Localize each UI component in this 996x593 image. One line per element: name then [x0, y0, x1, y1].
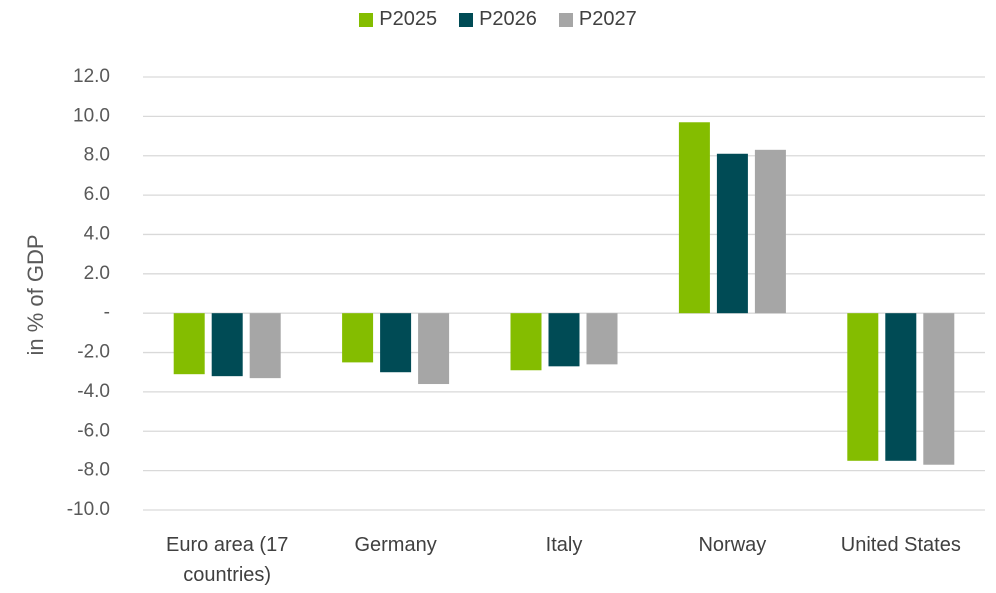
x-tick-label: Euro area (17 countries)	[166, 534, 289, 586]
legend-swatch	[558, 12, 573, 27]
bar	[923, 313, 955, 465]
bar	[716, 153, 748, 314]
legend-item: P2025	[359, 8, 437, 31]
x-tick-label: Italy	[545, 534, 583, 556]
legend-item: P2026	[459, 8, 537, 31]
bar	[510, 313, 542, 371]
x-tick-label: United States	[840, 534, 961, 556]
bar	[885, 313, 917, 461]
bar	[548, 313, 580, 367]
bar	[249, 313, 281, 379]
bar	[380, 313, 412, 373]
legend-swatch	[459, 12, 474, 27]
y-tick-label: -8.0	[77, 460, 110, 481]
y-tick-label: 8.0	[84, 145, 110, 166]
bar	[847, 313, 879, 461]
y-tick-label: -10.0	[67, 499, 110, 520]
legend-swatch	[359, 12, 374, 27]
y-tick-label: -6.0	[77, 420, 110, 441]
x-tick-label: Norway	[698, 534, 767, 556]
legend-item: P2027	[558, 8, 637, 31]
bar	[754, 149, 786, 314]
y-tick-label: 12.0	[73, 66, 110, 87]
y-tick-label: 2.0	[84, 263, 110, 284]
legend-label: P2027	[578, 8, 637, 30]
legend-label: P2026	[479, 8, 537, 30]
bar	[678, 122, 710, 314]
y-tick-label: 10.0	[73, 105, 110, 126]
y-tick-label: 4.0	[84, 223, 110, 244]
y-axis-label: in % of GDP	[23, 234, 48, 356]
bar	[211, 313, 243, 377]
y-tick-label: -	[104, 302, 110, 323]
bar	[586, 313, 618, 365]
legend-label: P2025	[379, 8, 438, 30]
legend: P2025 P2026 P2027	[0, 8, 996, 31]
bar	[173, 313, 205, 375]
bar	[418, 313, 450, 385]
bar	[342, 313, 374, 363]
x-tick-label: Germany	[354, 534, 437, 556]
y-tick-label: -4.0	[77, 381, 110, 402]
y-tick-label: 6.0	[84, 184, 110, 205]
y-tick-label: -2.0	[77, 342, 110, 363]
